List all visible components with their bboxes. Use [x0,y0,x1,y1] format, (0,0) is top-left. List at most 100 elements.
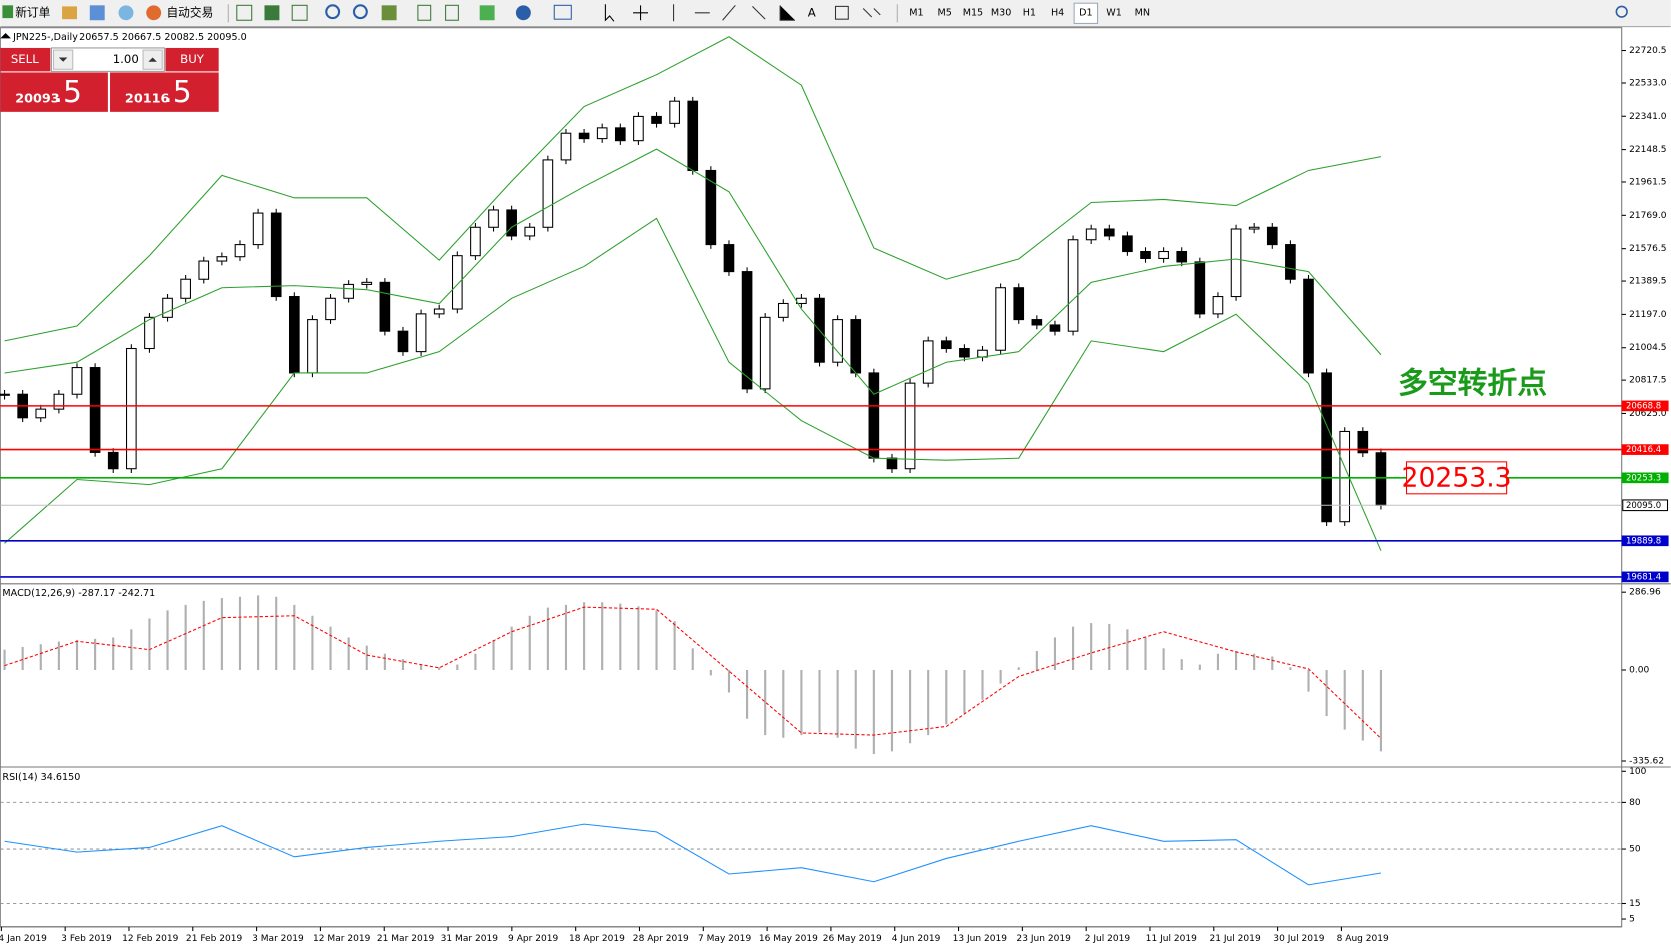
x-tick-label: 28 Apr 2019 [633,934,689,944]
auto-trading-icon[interactable] [146,5,162,21]
template-icon[interactable] [553,4,572,20]
arrow-tool[interactable] [862,8,881,18]
y-tick-label: 286.96 [1629,588,1661,598]
shift-icon[interactable] [445,4,459,21]
buy-button[interactable] [165,47,219,72]
timeframe-button[interactable]: W1 [1106,7,1122,18]
bid-frac: .5 [54,75,82,110]
candle-body [723,244,735,273]
candle-body [542,159,554,228]
x-tick-label: 12 Mar 2019 [313,934,371,944]
candle-body [162,297,173,318]
candle-body [832,319,843,363]
x-tick-label: 13 Jun 2019 [953,934,1008,944]
candle-body [107,451,119,470]
timeframe-button[interactable]: M15 [963,7,983,18]
rsi-title: RSI(14) 34.6150 [2,772,80,783]
line-chart-icon[interactable] [291,4,308,21]
candle-body [940,340,952,350]
level-tag [1621,444,1669,455]
trade-panel: SELL 1.00 BUY 20093 .5 20116 .5 [0,47,219,112]
sell-label[interactable]: SELL [11,52,39,66]
new-order-button[interactable]: 新订单 [15,5,50,19]
y-tick-label: 0.00 [1629,665,1649,675]
crosshair-icon[interactable] [633,5,649,21]
candle-body [397,330,409,353]
x-tick-label: 21 Feb 2019 [186,934,243,944]
candle-body [995,287,1006,351]
candle-body [1158,250,1169,259]
buy-price-box[interactable] [110,72,219,112]
candle-body [1103,228,1115,237]
draw-icons[interactable] [752,5,796,21]
scroll-icon[interactable] [417,4,432,21]
x-tick-label: 4 Jan 2019 [0,934,47,944]
text-tool[interactable]: A [808,5,816,19]
callout-label: 20253.3 [1402,462,1512,493]
indicator-icon[interactable] [479,5,495,21]
candle-body [868,372,880,459]
auto-trading-button[interactable]: 自动交易 [166,5,213,19]
sell-price-box[interactable] [0,72,108,112]
candle-body [614,127,626,142]
x-tick-label: 12 Feb 2019 [122,934,179,944]
y-tick-label: 21769.0 [1629,211,1667,221]
y-tick-label: 22720.5 [1629,46,1666,56]
sell-button[interactable] [0,47,51,72]
new-order-icon[interactable] [2,5,14,19]
tile-icon[interactable] [381,5,397,21]
candle-body [1285,244,1296,280]
bollinger-upper [4,36,1382,342]
zoom-out-icon[interactable] [352,4,368,20]
candle-body [144,316,155,350]
search-icon[interactable] [1615,5,1628,18]
y-tick-label: 50 [1629,845,1641,855]
x-tick-label: 31 Mar 2019 [441,934,499,944]
timeframe-button[interactable]: D1 [1079,7,1092,18]
x-tick-label: 9 Apr 2019 [508,934,558,944]
level-tag-label: 20668.8 [1626,401,1661,411]
icon[interactable] [62,6,77,20]
draw-line-icons[interactable] [673,4,736,22]
candle-body [1212,296,1224,315]
candle-body [506,209,517,237]
lots-value[interactable]: 1.00 [113,52,139,66]
timeframe-button[interactable]: M5 [938,7,952,18]
candle-body [488,209,499,228]
cursor-icon[interactable] [604,4,615,22]
zoom-in-icon[interactable] [325,4,341,20]
candle-body [126,347,137,470]
period-icon[interactable] [515,5,531,21]
y-tick-label: 22148.5 [1629,145,1666,155]
y-tick-label: -335.62 [1629,756,1664,766]
candle-body [687,100,699,171]
candle-body [1230,228,1242,298]
x-tick-label: 3 Feb 2019 [61,934,112,944]
x-tick-label: 21 Jul 2019 [1209,934,1260,944]
bollinger-lower [4,217,1382,551]
candle-body [959,347,970,358]
candle-body [35,408,47,419]
icon[interactable] [89,5,105,21]
candle-body [180,278,191,299]
bar-chart-icon[interactable] [236,4,253,21]
candle-chart-icon[interactable] [264,5,280,21]
buy-label[interactable]: BUY [180,52,205,66]
candle-body [651,115,662,124]
candle-body [216,256,228,262]
y-tick-label: 21197.0 [1629,310,1667,320]
icon[interactable] [118,5,134,21]
label-tool[interactable] [834,5,849,20]
lots-field[interactable] [50,47,165,72]
candle-body [1031,319,1043,326]
candle-body [1140,250,1151,259]
timeframe-button[interactable]: MN [1135,7,1150,18]
timeframe-button[interactable]: M30 [991,7,1011,18]
candle-body [379,281,391,332]
timeframe-button[interactable]: M1 [909,7,923,18]
timeframe-button[interactable]: H4 [1051,7,1064,18]
timeframe-button[interactable]: H1 [1023,7,1036,18]
rsi-line [4,823,1382,886]
collapse-arrow [0,33,11,39]
x-tick-label: 30 Jul 2019 [1273,934,1324,944]
